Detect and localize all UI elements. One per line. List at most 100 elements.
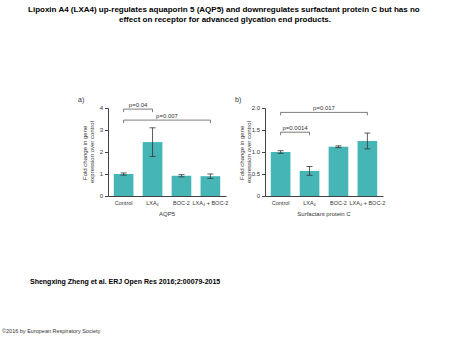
tick: Control — [272, 200, 290, 206]
tick: 0.5 — [252, 171, 265, 177]
error-bar-cap — [307, 175, 313, 176]
tick-label: 0.5 — [252, 171, 261, 177]
tick: LXA₄ + BOC-2 — [350, 200, 386, 206]
tick-mark — [105, 152, 108, 153]
tick-label: 0 — [257, 193, 261, 199]
error-bar-cap — [207, 178, 213, 179]
tick: BOC-2 — [173, 200, 190, 206]
tick-label: 1.0 — [252, 149, 261, 155]
error-bar-cap — [364, 133, 370, 134]
tick: LXA₄ + BOC-2 — [193, 200, 229, 206]
tick-label: 3 — [100, 127, 104, 133]
y-axis-line — [105, 109, 109, 197]
tick-mark — [262, 152, 265, 153]
tick: LXA₄ — [303, 200, 316, 206]
tick-mark — [105, 108, 108, 109]
tick-mark — [105, 130, 108, 131]
x-axis-title: Surfactant protein C — [297, 211, 351, 217]
x-axis: Control LXA₄ BOC-2LXA₄ + BOC-2 — [266, 197, 386, 206]
error-bar — [150, 128, 156, 157]
chart: 0 1 2 3 4 Control LXA₄ BOC-2LXA₄ + BOC-2 AQP5 Fol… — [78, 96, 228, 217]
panel-label: b) — [235, 96, 241, 104]
x-axis-line — [109, 196, 227, 197]
error-bar-cap — [278, 153, 284, 154]
tick: 0 — [100, 193, 108, 199]
tick-mark — [105, 196, 108, 197]
bar — [172, 176, 192, 196]
tick: Control — [115, 200, 133, 206]
bracket-line — [281, 112, 368, 115]
tick: 1.5 — [252, 127, 265, 133]
tick: LXA₄ — [146, 200, 159, 206]
tick-label: LXA₄ — [146, 200, 159, 206]
bracket-label: p=0.007 — [156, 113, 179, 119]
error-bar — [364, 133, 370, 149]
error-bar-cap — [307, 166, 313, 167]
tick-label: BOC-2 — [173, 200, 190, 206]
tick-label: 1.5 — [252, 127, 261, 133]
tick-mark — [262, 130, 265, 131]
y-axis: 0 0.5 1.0 1.5 2.0 — [252, 105, 266, 199]
error-bar-cap — [335, 147, 341, 148]
tick-mark — [262, 196, 265, 197]
tick-label: 1 — [100, 171, 104, 177]
tick-mark — [105, 174, 108, 175]
bar — [358, 141, 378, 196]
error-bar-stem — [152, 128, 153, 157]
tick: BOC-2 — [330, 200, 347, 206]
citation: Shengxing Zheng et al. ERJ Open Res 2016… — [30, 278, 220, 286]
tick-label: LXA₄ — [303, 200, 316, 206]
tick-label: 2 — [100, 149, 104, 155]
tick-label: LXA₄ + BOC-2 — [350, 200, 386, 206]
tick-label: LXA₄ + BOC-2 — [193, 200, 229, 206]
tick-label: Control — [272, 200, 290, 206]
y-axis: 0 1 2 3 4 — [100, 105, 109, 199]
tick: 3 — [100, 127, 108, 133]
title: Lipoxin A4 (LXA4) up-regulates aquaporin… — [28, 5, 422, 24]
tick-label: 4 — [100, 105, 104, 111]
error-bar-cap — [150, 127, 156, 128]
bar — [114, 174, 134, 196]
y-axis-title: Fold change in gene expression over cont… — [82, 121, 95, 183]
bracket-line — [281, 132, 310, 135]
error-bar-cap — [178, 176, 184, 177]
x-axis-line — [266, 196, 384, 197]
error-bar-stem — [367, 133, 368, 149]
tick: 4 — [100, 105, 108, 111]
x-axis: Control LXA₄ BOC-2LXA₄ + BOC-2 — [109, 197, 229, 206]
error-bar — [121, 173, 127, 175]
error-bar — [335, 146, 341, 148]
bar — [271, 152, 291, 196]
bar — [201, 176, 221, 196]
error-bar-stem — [309, 167, 310, 176]
tick-label: BOC-2 — [330, 200, 347, 206]
significance-bracket: p=0.0014 — [281, 125, 310, 135]
plot-area — [271, 133, 377, 196]
error-bar — [278, 151, 284, 154]
panel-label: a) — [78, 96, 84, 104]
significance-bracket: p=0.04 — [124, 102, 153, 112]
tick-label: 2.0 — [252, 105, 261, 111]
y-axis-line — [262, 109, 266, 197]
chart: 0 0.5 1.0 1.5 2.0 Control LXA₄ BOC-2LXA₄ + BOC-… — [235, 96, 385, 217]
tick-label: 0 — [100, 193, 104, 199]
tick-label: Control — [115, 200, 133, 206]
y-axis-title: Fold change in gene expression over cont… — [239, 121, 252, 183]
error-bar-cap — [121, 175, 127, 176]
error-bar — [307, 167, 313, 176]
tick-mark — [262, 174, 265, 175]
bracket-label: p=0.017 — [313, 105, 336, 111]
error-bar — [207, 174, 213, 178]
bar — [329, 147, 349, 196]
error-bar-cap — [335, 145, 341, 146]
significance-bracket: p=0.007 — [124, 113, 211, 123]
figure: Lipoxin A4 (LXA4) up-regulates aquaporin… — [0, 0, 450, 338]
error-bar-cap — [364, 148, 370, 149]
error-bar — [178, 175, 184, 177]
significance-bracket: p=0.017 — [281, 105, 368, 115]
error-bar-cap — [121, 172, 127, 173]
error-bar-cap — [278, 150, 284, 151]
x-axis-title: AQP5 — [159, 211, 176, 217]
error-bar-cap — [150, 156, 156, 157]
tick-mark — [262, 108, 265, 109]
